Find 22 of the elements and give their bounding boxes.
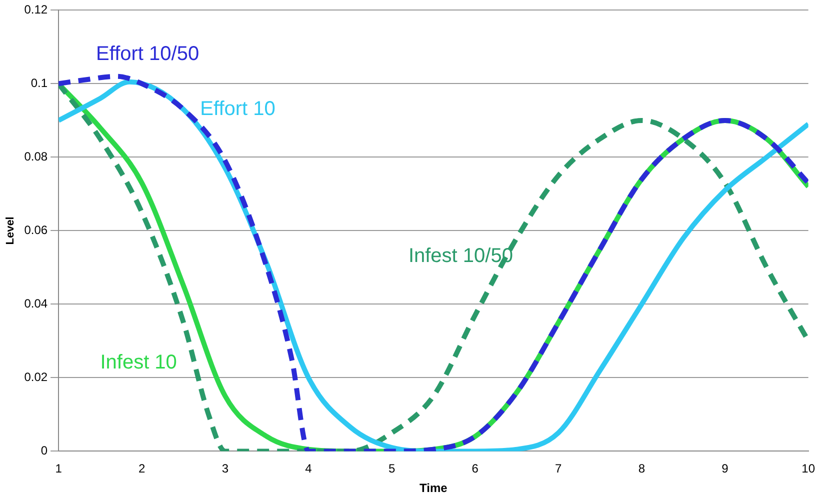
y-tick-label: 0: [40, 444, 48, 458]
x-tick-label: 1: [55, 462, 62, 476]
series-label: Effort 10: [200, 98, 276, 120]
x-tick-label: 6: [472, 462, 479, 476]
x-tick-label: 10: [802, 462, 816, 476]
y-tick-label: 0.04: [24, 296, 48, 311]
x-tick-label: 2: [138, 462, 146, 476]
x-tick-label: 8: [638, 462, 646, 476]
y-tick-label: 0.08: [24, 150, 48, 164]
y-axis-title: Level: [4, 216, 17, 245]
x-tick-label: 9: [722, 462, 729, 476]
x-tick-label: 5: [388, 462, 396, 476]
x-tick-label: 4: [305, 462, 312, 476]
y-tick-label: 0.02: [24, 370, 48, 384]
y-tick-label: 0.12: [24, 2, 48, 17]
x-tick-label: 3: [222, 462, 229, 476]
series-label: Infest 10: [100, 352, 177, 374]
x-axis-title: Time: [420, 481, 448, 496]
y-tick-label: 0.06: [24, 223, 48, 238]
series-label: Effort 10/50: [96, 42, 200, 65]
x-tick-label: 7: [555, 462, 562, 476]
y-tick-label: 0.1: [30, 76, 48, 90]
